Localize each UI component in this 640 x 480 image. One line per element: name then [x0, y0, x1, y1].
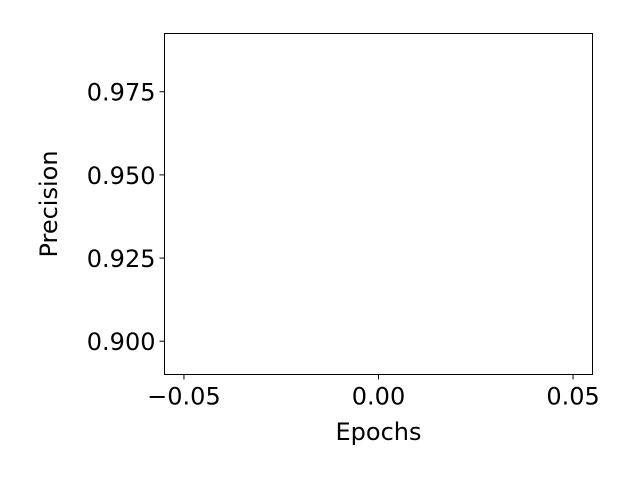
- x-axis-ticks: −0.05 0.00 0.05: [147, 374, 600, 411]
- x-tick-label: −0.05: [147, 383, 221, 411]
- y-tick-label: 0.975: [87, 79, 156, 107]
- y-tick-label: 0.950: [87, 162, 156, 190]
- y-axis-ticks: 0.900 0.925 0.950 0.975: [87, 79, 165, 356]
- y-tick-label: 0.900: [87, 328, 156, 356]
- x-tick-label: 0.00: [352, 383, 405, 411]
- x-tick-label: 0.05: [546, 383, 599, 411]
- y-axis-label: Precision: [35, 150, 63, 257]
- y-tick-label: 0.925: [87, 245, 156, 273]
- x-axis-label: Epochs: [336, 418, 422, 446]
